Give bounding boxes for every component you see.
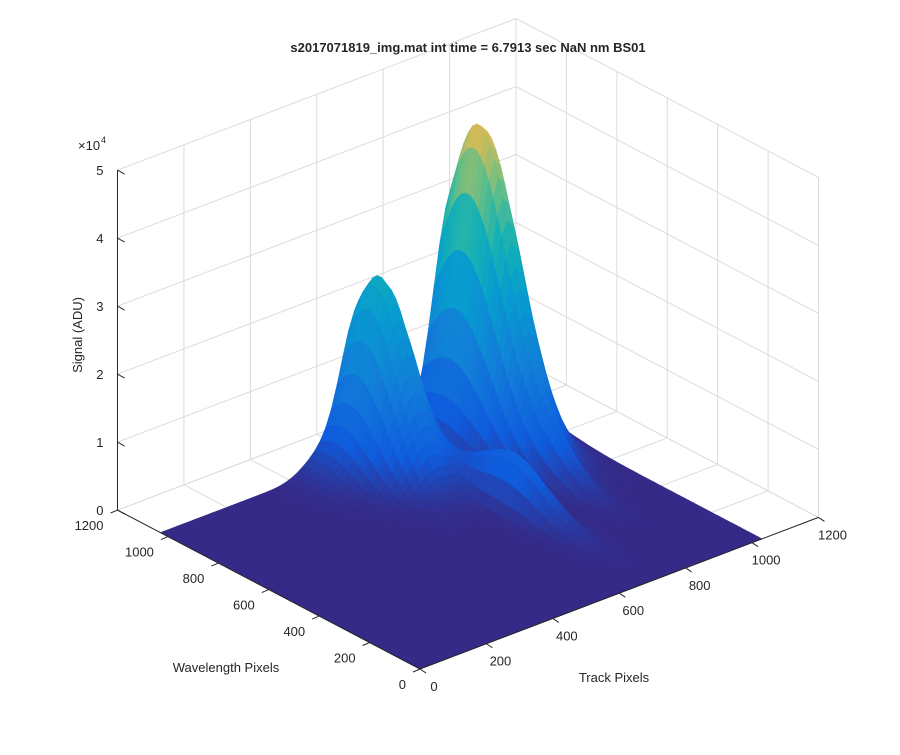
- y-tick-label: 400: [283, 624, 305, 639]
- grid-line-back-z: [117, 18, 517, 171]
- z-tick-label: 2: [96, 367, 103, 382]
- x-axis-label: Track Pixels: [579, 670, 650, 685]
- x-tick-mark: [818, 516, 825, 522]
- y-tick-mark: [311, 615, 320, 620]
- z-tick-label: 4: [96, 231, 103, 246]
- x-tick-label: 600: [622, 603, 644, 618]
- y-tick-mark: [362, 642, 370, 646]
- x-tick-mark: [751, 542, 759, 548]
- y-tick-mark: [110, 509, 118, 514]
- x-tick-label: 1000: [752, 553, 781, 568]
- x-tick-label: 0: [430, 679, 437, 694]
- x-tick-label: 200: [490, 654, 512, 669]
- x-tick-label: 800: [689, 578, 711, 593]
- z-exponent-label: ×10 4: [78, 135, 106, 153]
- y-tick-label: 1000: [125, 545, 154, 560]
- x-tick-label: 1200: [818, 527, 847, 542]
- grid-line-side-z: [515, 290, 819, 450]
- z-tick-mark: [117, 373, 125, 379]
- z-tick-label: 1: [96, 435, 103, 450]
- z-exponent-power: 4: [101, 135, 106, 145]
- z-tick-mark: [117, 441, 125, 447]
- x-tick-mark: [685, 567, 692, 573]
- grid-line-back-z: [117, 86, 517, 239]
- chart-title: s2017071819_img.mat int time = 6.7913 se…: [290, 40, 645, 55]
- grid-line-side-z: [515, 222, 819, 382]
- grid-line-back-z: [117, 154, 517, 307]
- axis-layer: 0200400600800100012000200400600800100012…: [75, 163, 847, 694]
- z-axis-label: Signal (ADU): [70, 297, 85, 373]
- surface-layer: [159, 123, 763, 670]
- z-tick-label: 5: [96, 163, 103, 178]
- x-tick-label: 400: [556, 628, 578, 643]
- grid-line-side-z: [515, 86, 819, 246]
- y-axis-label: Wavelength Pixels: [173, 660, 280, 675]
- z-exponent-base: ×10: [78, 138, 100, 153]
- label-layer: s2017071819_img.mat int time = 6.7913 se…: [70, 40, 650, 685]
- y-tick-label: 0: [399, 677, 406, 692]
- y-tick-label: 1200: [75, 518, 104, 533]
- y-tick-label: 800: [183, 571, 205, 586]
- y-tick-mark: [261, 589, 269, 594]
- x-tick-mark: [618, 592, 626, 598]
- z-tick-mark: [117, 237, 125, 243]
- y-tick-mark: [412, 668, 421, 673]
- z-tick-label: 0: [96, 503, 103, 518]
- grid-line-side-z: [515, 18, 819, 178]
- x-tick-mark: [486, 643, 493, 649]
- z-tick-mark: [117, 169, 125, 175]
- x-tick-mark: [552, 618, 560, 623]
- y-tick-label: 200: [334, 651, 356, 666]
- x-tick-mark: [419, 668, 427, 674]
- y-tick-mark: [160, 536, 169, 541]
- grid-line-side-z: [515, 154, 819, 314]
- z-tick-mark: [117, 305, 125, 311]
- y-tick-label: 600: [233, 598, 255, 613]
- z-tick-label: 3: [96, 299, 103, 314]
- z-tick-mark: [117, 509, 125, 515]
- y-tick-mark: [211, 562, 219, 567]
